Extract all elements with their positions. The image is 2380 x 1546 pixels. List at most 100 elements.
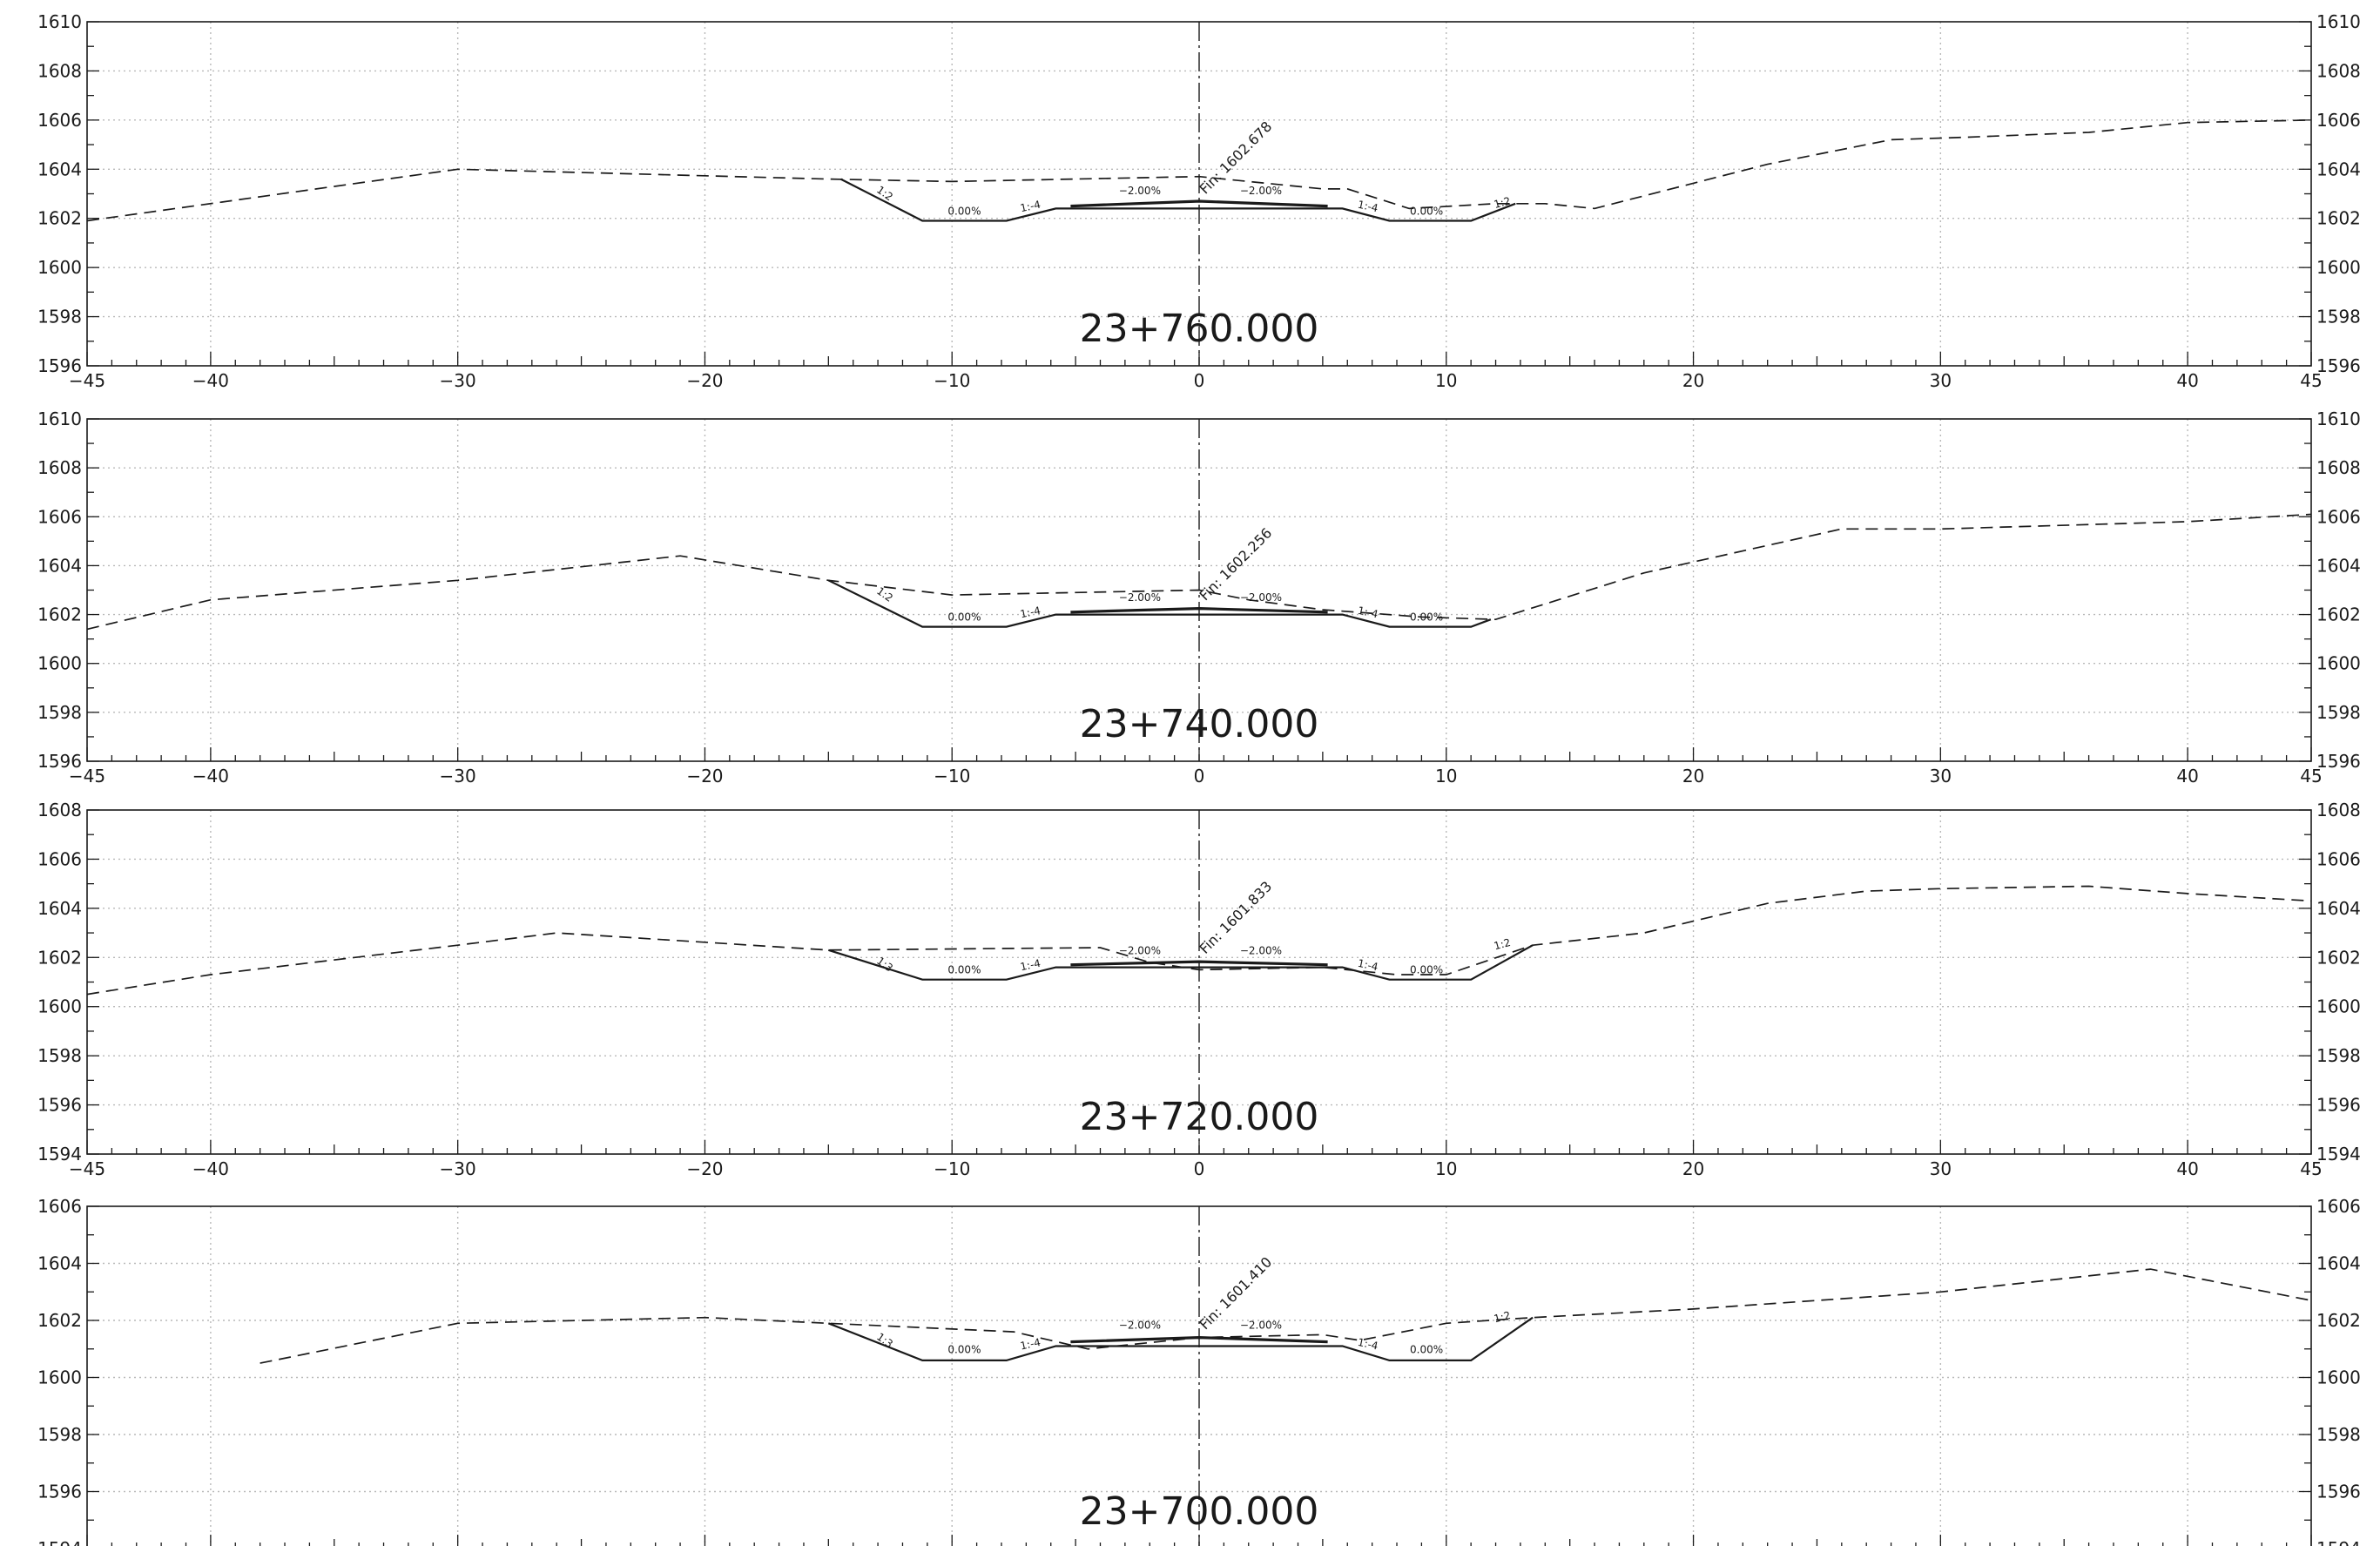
foreslope-label-right: 1:-4 — [1357, 604, 1379, 621]
cut-slope-label-left: 1:3 — [874, 1331, 895, 1351]
x-tick-label: 40 — [2176, 766, 2198, 787]
ditch-grade-label-left: 0.00% — [947, 205, 981, 217]
y-tick-label-left: 1602 — [37, 1310, 82, 1331]
y-tick-label-left: 1602 — [37, 208, 82, 229]
x-tick-label: −30 — [440, 370, 476, 391]
lane-grade-label-left: −2.00% — [1119, 945, 1161, 957]
station-label: 23+760.000 — [1080, 307, 1319, 351]
y-tick-label-left: 1610 — [37, 11, 82, 32]
y-tick-label-left: 1608 — [37, 800, 82, 820]
x-tick-label: 0 — [1194, 1158, 1205, 1179]
y-tick-label-left: 1598 — [37, 1424, 82, 1445]
y-tick-label-left: 1594 — [37, 1144, 82, 1165]
y-tick-label-right: 1610 — [2316, 408, 2361, 429]
y-tick-label-left: 1606 — [37, 1196, 82, 1217]
y-tick-label-left: 1598 — [37, 1045, 82, 1066]
cut-slope-label-right: 1:2 — [1493, 194, 1512, 211]
y-tick-label-right: 1608 — [2316, 60, 2361, 81]
y-tick-label-left: 1598 — [37, 702, 82, 723]
foreslope-label-left: 1:-4 — [1019, 1336, 1042, 1353]
pavement-surface-line — [1070, 1335, 1328, 1344]
y-tick-label-right: 1602 — [2316, 947, 2361, 968]
existing-ground-line — [260, 1268, 2312, 1364]
cross-section-panel: 1594 1594 1596 1596 1598 1598 1600 1600 1602 1602… — [37, 1196, 2361, 1546]
y-tick-label-right: 1606 — [2316, 110, 2361, 131]
y-tick-label-left: 1596 — [37, 355, 82, 376]
foreslope-label-right: 1:-4 — [1357, 199, 1379, 215]
design-subgrade-line — [827, 579, 1492, 628]
y-tick-label-right: 1596 — [2316, 751, 2361, 772]
y-tick-label-right: 1594 — [2316, 1144, 2361, 1165]
y-tick-label-right: 1608 — [2316, 457, 2361, 478]
foreslope-label-left: 1:-4 — [1019, 199, 1042, 215]
y-tick-label-left: 1600 — [37, 996, 82, 1017]
foreslope-label-right: 1:-4 — [1357, 1336, 1379, 1353]
y-tick-label-right: 1596 — [2316, 1095, 2361, 1116]
lane-grade-label-left: −2.00% — [1119, 1319, 1161, 1331]
design-subgrade-line — [827, 944, 1534, 981]
ditch-grade-label-left: 0.00% — [947, 611, 981, 624]
y-tick-label-right: 1598 — [2316, 307, 2361, 327]
x-tick-label: 20 — [1682, 1158, 1704, 1179]
y-tick-label-left: 1596 — [37, 751, 82, 772]
lane-grade-label-right: −2.00% — [1240, 945, 1282, 957]
x-tick-label: 45 — [2300, 370, 2322, 391]
y-tick-label-left: 1600 — [37, 257, 82, 278]
y-tick-label-right: 1606 — [2316, 506, 2361, 527]
x-tick-label: 0 — [1194, 370, 1205, 391]
x-tick-label: 10 — [1435, 766, 1457, 787]
y-tick-label-left: 1600 — [37, 1367, 82, 1388]
cut-slope-label-right: 1:2 — [1493, 1309, 1512, 1326]
x-tick-label: 10 — [1435, 370, 1457, 391]
x-tick-label: −30 — [440, 766, 476, 787]
y-tick-label-right: 1600 — [2316, 1367, 2361, 1388]
x-tick-label: −40 — [192, 370, 229, 391]
y-tick-label-left: 1602 — [37, 947, 82, 968]
y-tick-label-left: 1606 — [37, 110, 82, 131]
x-tick-label: 20 — [1682, 766, 1704, 787]
cut-slope-label-left: 1:2 — [874, 184, 895, 204]
y-tick-label-left: 1606 — [37, 848, 82, 869]
y-tick-label-left: 1608 — [37, 457, 82, 478]
y-tick-label-right: 1602 — [2316, 208, 2361, 229]
y-tick-label-right: 1604 — [2316, 159, 2361, 179]
existing-ground-line — [86, 513, 2312, 631]
y-tick-label-right: 1594 — [2316, 1538, 2361, 1546]
y-tick-label-left: 1604 — [37, 898, 82, 919]
design-subgrade-line — [827, 1316, 1534, 1362]
y-tick-label-left: 1606 — [37, 506, 82, 527]
ditch-grade-label-left: 0.00% — [947, 1344, 981, 1356]
x-tick-label: −40 — [192, 766, 229, 787]
x-tick-label: −30 — [440, 1158, 476, 1179]
y-tick-label-left: 1604 — [37, 555, 82, 576]
x-tick-label: −10 — [934, 1158, 970, 1179]
ditch-grade-label-right: 0.00% — [1410, 1344, 1443, 1356]
y-tick-label-left: 1604 — [37, 1253, 82, 1274]
y-tick-label-right: 1600 — [2316, 257, 2361, 278]
y-tick-label-right: 1606 — [2316, 848, 2361, 869]
lane-grade-label-right: −2.00% — [1240, 1319, 1282, 1331]
y-tick-label-right: 1598 — [2316, 1424, 2361, 1445]
x-tick-label: −20 — [686, 766, 723, 787]
y-tick-label-right: 1604 — [2316, 1253, 2361, 1274]
ditch-grade-label-right: 0.00% — [1410, 964, 1443, 976]
y-tick-label-left: 1608 — [37, 60, 82, 81]
y-tick-label-right: 1596 — [2316, 1482, 2361, 1502]
y-tick-label-left: 1610 — [37, 408, 82, 429]
pavement-surface-line — [1070, 199, 1328, 208]
x-tick-label: 45 — [2300, 1158, 2322, 1179]
y-tick-label-right: 1602 — [2316, 1310, 2361, 1331]
ditch-grade-label-right: 0.00% — [1410, 205, 1443, 217]
x-tick-label: 40 — [2176, 1158, 2198, 1179]
cross-section-panels: 1596 1596 1598 1598 1600 1600 1602 1602 1604 1604… — [37, 11, 2361, 1546]
y-tick-label-left: 1596 — [37, 1095, 82, 1116]
y-tick-label-right: 1604 — [2316, 555, 2361, 576]
y-tick-label-right: 1608 — [2316, 800, 2361, 820]
y-tick-label-right: 1600 — [2316, 996, 2361, 1017]
x-tick-label: 45 — [2300, 766, 2322, 787]
y-tick-label-left: 1604 — [37, 159, 82, 179]
y-tick-label-right: 1596 — [2316, 355, 2361, 376]
ditch-grade-label-right: 0.00% — [1410, 611, 1443, 624]
x-tick-label: 30 — [1930, 370, 1952, 391]
y-tick-label-right: 1604 — [2316, 898, 2361, 919]
